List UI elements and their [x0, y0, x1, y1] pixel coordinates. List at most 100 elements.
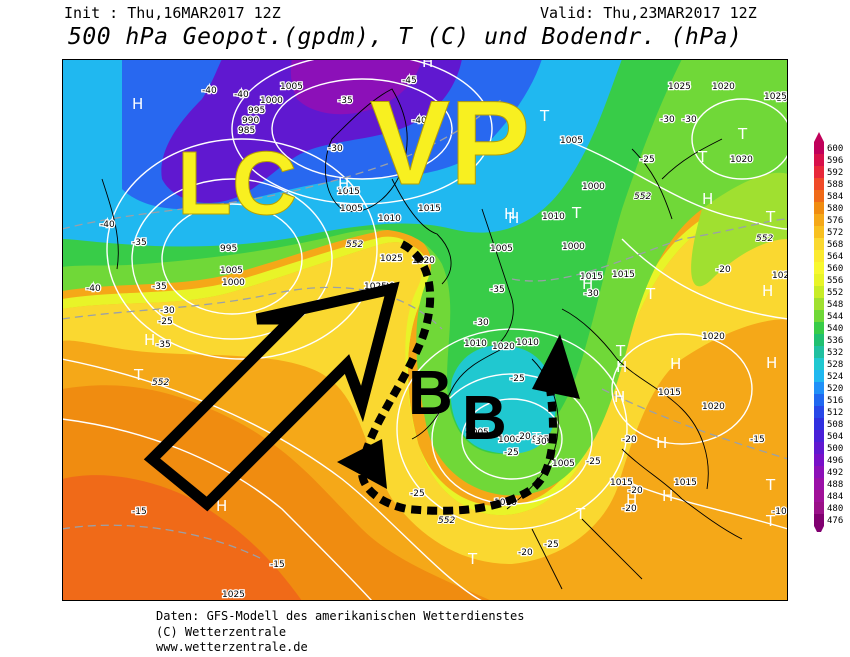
- footer-website: www.wetterzentrale.de: [156, 640, 308, 654]
- legend-label: 488: [827, 480, 843, 490]
- pressure-label: 1020: [702, 332, 725, 342]
- legend-swatch: [814, 190, 824, 202]
- temperature-label: -15: [270, 560, 285, 570]
- temperature-label: -40: [234, 90, 249, 100]
- legend-label: 580: [827, 204, 843, 214]
- high-low-marker: T: [575, 505, 586, 523]
- coastlines: [101, 88, 743, 590]
- pressure-label: 1020: [492, 342, 515, 352]
- pressure-label: 1010: [378, 214, 401, 224]
- legend-swatch: [814, 142, 824, 154]
- legend-swatch: [814, 418, 824, 430]
- pressure-label: 1020: [712, 82, 735, 92]
- temperature-label: -30: [160, 306, 175, 316]
- pressure-label: 1005: [340, 204, 363, 214]
- isobars: [62, 59, 788, 601]
- high-low-marker: T: [737, 125, 748, 143]
- geopot-label: 552: [152, 378, 169, 388]
- temperature-label: -20: [628, 486, 643, 496]
- legend-label: 536: [827, 336, 843, 346]
- temperature-label: -30: [682, 115, 697, 125]
- annotation-b1: B: [408, 359, 453, 428]
- legend-swatch: [814, 250, 824, 262]
- high-low-marker: T: [571, 204, 582, 222]
- pressure-label: 1015: [337, 187, 360, 197]
- temperature-label: -40: [202, 86, 217, 96]
- legend-swatch: [814, 490, 824, 502]
- legend-top-cap: [814, 132, 824, 142]
- high-low-marker: T: [539, 107, 550, 125]
- legend-label: 576: [827, 216, 843, 226]
- pressure-label: 1020: [730, 155, 753, 165]
- temperature-label: -25: [544, 540, 559, 550]
- high-low-marker: H: [670, 355, 681, 373]
- temperature-label: -15: [132, 507, 147, 517]
- temperature-label: -35: [132, 238, 147, 248]
- temperature-label: -20: [516, 432, 531, 442]
- geopot-label: 552: [346, 240, 363, 250]
- temperature-label: -35: [338, 96, 353, 106]
- temperature-label: -30: [660, 115, 675, 125]
- legend-swatch: [814, 286, 824, 298]
- temperature-label: -30: [328, 144, 343, 154]
- temperature-label: -40: [412, 116, 427, 126]
- pressure-label: 1000: [498, 435, 521, 445]
- high-low-marker: H: [216, 497, 227, 515]
- high-low-marker: H: [582, 275, 593, 293]
- pressure-label: 1010: [542, 212, 565, 222]
- legend-swatch: [814, 214, 824, 226]
- legend-swatch: [814, 322, 824, 334]
- pressure-label: 1020: [702, 402, 725, 412]
- legend-label: 584: [827, 192, 843, 202]
- legend-label: 544: [827, 312, 843, 322]
- high-low-marker: T: [765, 476, 776, 494]
- high-low-marker: T: [645, 285, 656, 303]
- legend-swatch: [814, 502, 824, 514]
- high-low-marker: T: [467, 550, 478, 568]
- legend-swatch: [814, 238, 824, 250]
- legend-label: 568: [827, 240, 843, 250]
- high-low-marker: H: [702, 190, 713, 208]
- temperature-label: -25: [504, 448, 519, 458]
- pressure-label: 1025: [668, 82, 691, 92]
- high-low-marker: H: [132, 95, 143, 113]
- temperature-labels: -40 -40-35-45-40-35-40-30-40 -35-35-30-25-…: [85, 75, 788, 572]
- legend-swatch: [814, 310, 824, 322]
- legend-swatch: [814, 454, 824, 466]
- temperature-label: -20: [518, 548, 533, 558]
- legend-swatch: [814, 166, 824, 178]
- temperature-label: -10: [772, 507, 787, 517]
- temperature-label: -35: [490, 285, 505, 295]
- high-low-marker: H: [662, 487, 673, 505]
- legend-swatch: [814, 382, 824, 394]
- pressure-label: 1015: [658, 388, 681, 398]
- temperature-label: -35: [156, 340, 171, 350]
- temp-field-light-yellow: [62, 194, 788, 516]
- geopot-label: 552: [756, 234, 773, 244]
- pressure-label: 1000: [582, 182, 605, 192]
- legend-swatch: [814, 346, 824, 358]
- high-low-marker: H: [508, 209, 519, 227]
- pressure-label: 1005: [466, 428, 489, 438]
- legend-label: 600: [827, 144, 843, 154]
- high-low-marker: T: [133, 366, 144, 384]
- geopot-label: 552: [438, 516, 455, 526]
- pressure-label: 1015: [674, 478, 697, 488]
- pressure-label: 1015: [580, 272, 603, 282]
- isotherms: [62, 98, 788, 560]
- legend-label: 516: [827, 396, 843, 406]
- pressure-label: 1010: [516, 338, 539, 348]
- temperature-label: -25: [586, 457, 601, 467]
- temperature-label: -20: [716, 265, 731, 275]
- temperature-label: -15: [750, 435, 765, 445]
- pressure-label: 1025: [380, 254, 403, 264]
- footer-copyright: (C) Wetterzentrale: [156, 625, 287, 639]
- legend-label: 492: [827, 468, 843, 478]
- temperature-label: -25: [510, 374, 525, 384]
- legend-label: 504: [827, 432, 843, 442]
- legend-label: 548: [827, 300, 843, 310]
- pressure-label: 995: [220, 244, 237, 254]
- legend-swatch: [814, 478, 824, 490]
- legend-label: 540: [827, 324, 843, 334]
